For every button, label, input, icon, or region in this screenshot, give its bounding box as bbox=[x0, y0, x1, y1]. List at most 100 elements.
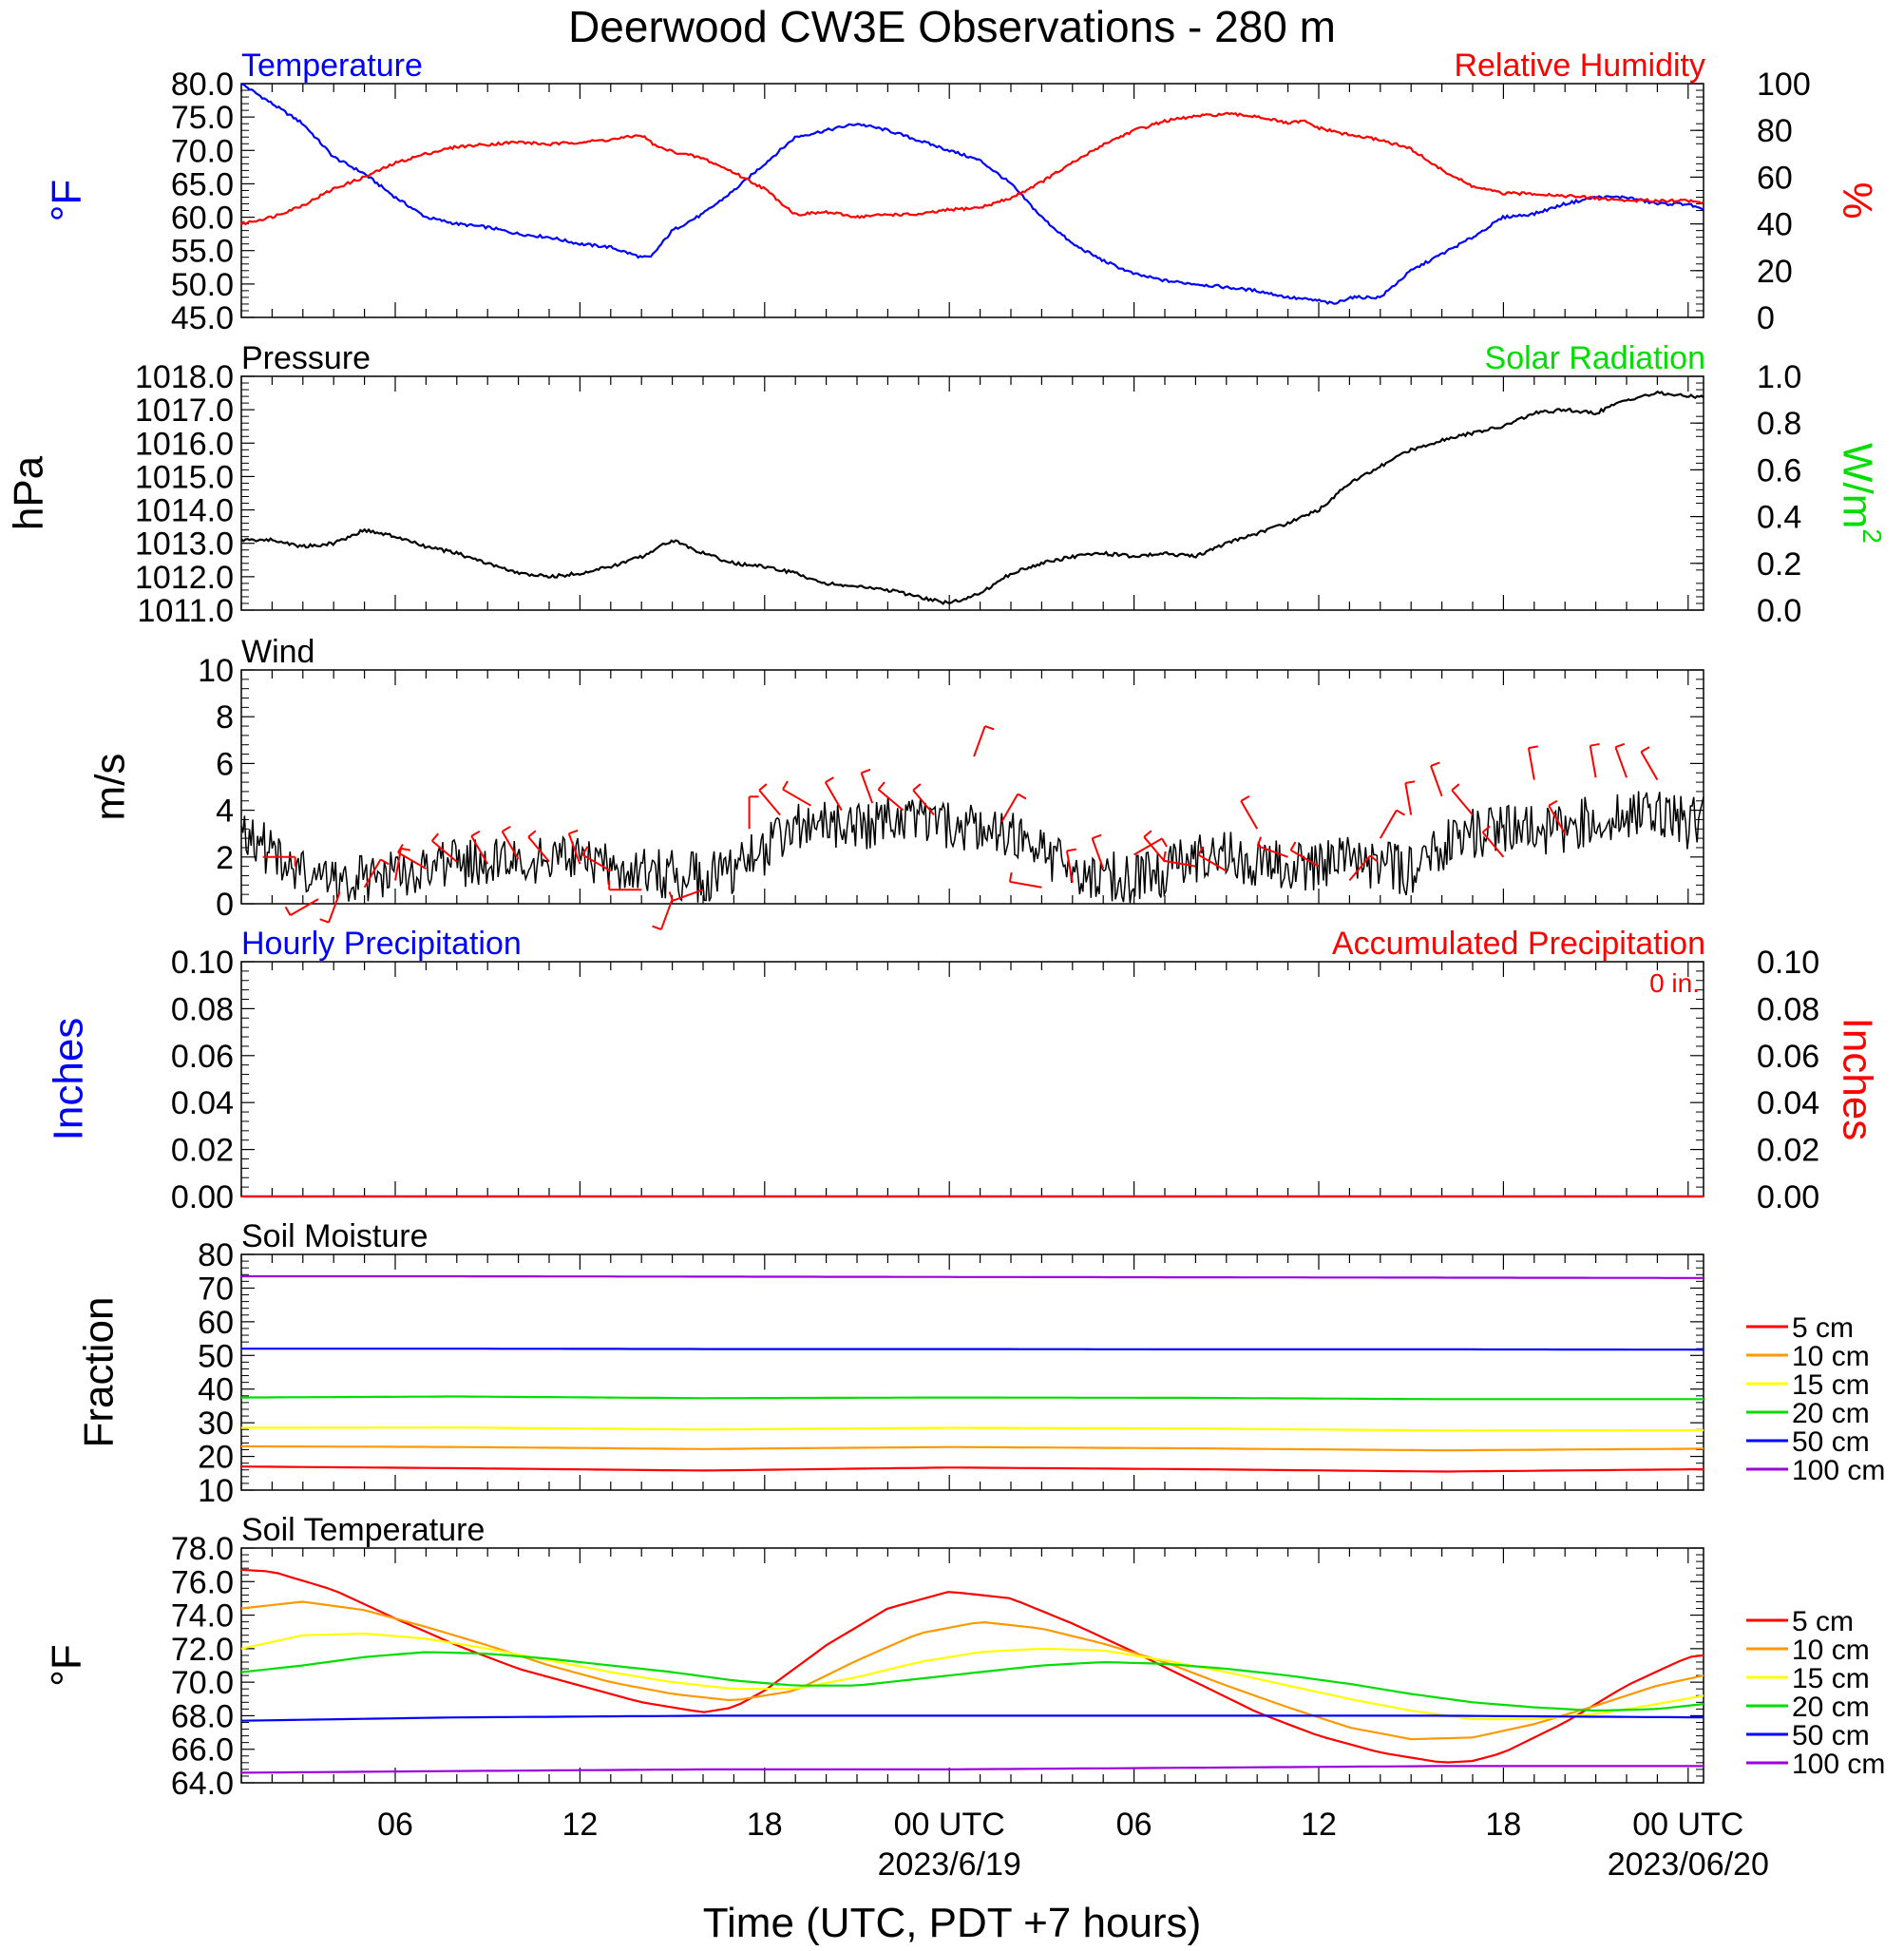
wind-barb-flag-33 bbox=[1289, 841, 1297, 851]
wind-barb-18 bbox=[824, 781, 843, 812]
soil_temp-legend-label-1: 10 cm bbox=[1792, 1635, 1870, 1666]
soil_moisture-series-2 bbox=[240, 1426, 1704, 1432]
wind-ytick-label: 0 bbox=[216, 887, 234, 923]
pressure-series-0 bbox=[240, 390, 1704, 605]
wind-barb-11 bbox=[581, 853, 612, 872]
wind-barb-flag-4 bbox=[400, 847, 410, 851]
wind-barb-2 bbox=[328, 891, 341, 923]
temp_rh-label-left: Temperature bbox=[241, 48, 423, 84]
wind-barb-flag-44 bbox=[1640, 746, 1650, 754]
precip-ytick-label: 0.00 bbox=[171, 1179, 234, 1215]
wind-barb-flag-3 bbox=[380, 858, 390, 866]
precip-ytick-right-label: 0.10 bbox=[1757, 945, 1819, 981]
precip-ytick-label: 0.02 bbox=[171, 1133, 234, 1169]
pressure-label-left: Pressure bbox=[241, 340, 371, 376]
wind-barb-flag-27 bbox=[1161, 837, 1168, 848]
soil_moisture-legend-label-3: 20 cm bbox=[1792, 1398, 1870, 1429]
wind-barb-16 bbox=[758, 789, 781, 816]
x-tick-label: 06 bbox=[377, 1807, 413, 1843]
x-tick-label: 00 UTC bbox=[1632, 1807, 1743, 1843]
wind-barb-flag-34 bbox=[1369, 854, 1379, 863]
pressure-ytick-right-label: 0.8 bbox=[1757, 406, 1801, 442]
wind-barb-5 bbox=[397, 851, 427, 870]
temp_rh-ytick-right-label: 40 bbox=[1757, 207, 1793, 243]
pressure-ylabel: hPa bbox=[6, 455, 52, 530]
soil_temp-legend-label-4: 50 cm bbox=[1792, 1720, 1870, 1751]
precip-annotation: 0 in. bbox=[1649, 968, 1700, 998]
temp_rh-ytick-label: 60.0 bbox=[171, 201, 234, 237]
wind-barb-31 bbox=[1240, 800, 1259, 830]
wind-barb-flag-16 bbox=[758, 783, 768, 792]
wind-barb-flag-30 bbox=[1197, 846, 1205, 856]
x-tick-date: 2023/6/19 bbox=[878, 1846, 1021, 1883]
wind-barb-22 bbox=[973, 725, 986, 757]
precip-ytick-right-label: 0.02 bbox=[1757, 1133, 1819, 1169]
soil_temp-series-4 bbox=[240, 1714, 1704, 1722]
soil_temp-frame bbox=[240, 1547, 1704, 1784]
wind-barb-flag-25 bbox=[1066, 848, 1076, 852]
wind-barb-flag-39 bbox=[1481, 825, 1491, 833]
soil_temp-ytick-label: 66.0 bbox=[171, 1732, 234, 1769]
wind-barb-35 bbox=[1379, 810, 1398, 839]
wind-barb-27 bbox=[1133, 837, 1163, 856]
soil_temp-ytick-label: 72.0 bbox=[171, 1632, 234, 1668]
pressure-ytick-right-label: 0.0 bbox=[1757, 593, 1801, 629]
wind-ytick-label: 6 bbox=[216, 746, 234, 782]
wind-barb-flag-21 bbox=[912, 783, 922, 792]
soil_moisture-legend-label-1: 10 cm bbox=[1792, 1341, 1870, 1372]
wind-ytick-label: 8 bbox=[216, 699, 234, 736]
soil_moisture-label-left: Soil Moisture bbox=[241, 1218, 428, 1254]
wind-barb-flag-20 bbox=[877, 781, 885, 791]
wind-barb-flag-37 bbox=[1430, 761, 1440, 767]
soil_moisture-ytick-label: 20 bbox=[198, 1440, 234, 1476]
precip-ytick-right-label: 0.04 bbox=[1757, 1085, 1819, 1121]
wind-barb-flag-17 bbox=[782, 780, 789, 791]
wind-barb-10 bbox=[567, 832, 581, 865]
soil_moisture-ytick-label: 50 bbox=[198, 1338, 234, 1374]
pressure-ytick-right-label: 0.6 bbox=[1757, 452, 1801, 488]
temp_rh-series-0 bbox=[240, 83, 1704, 305]
soil_temp-ytick-label: 64.0 bbox=[171, 1766, 234, 1802]
wind-barb-flag-5 bbox=[397, 843, 404, 853]
wind-barb-43 bbox=[1614, 746, 1628, 778]
temp_rh-ytick-label: 50.0 bbox=[171, 267, 234, 303]
temp_rh-ytick-right-label: 20 bbox=[1757, 254, 1793, 290]
wind-barb-flag-36 bbox=[1405, 780, 1416, 785]
precip-frame bbox=[240, 961, 1704, 1197]
soil_temp-ytick-label: 74.0 bbox=[171, 1598, 234, 1635]
temp_rh-ytick-right-label: 100 bbox=[1757, 67, 1811, 103]
temp_rh-ytick-right-label: 80 bbox=[1757, 113, 1793, 149]
precip-label-left: Hourly Precipitation bbox=[241, 926, 522, 962]
x-tick-label: 06 bbox=[1116, 1807, 1152, 1843]
pressure-ytick-label: 1013.0 bbox=[135, 526, 234, 563]
temp_rh-ytick-label: 55.0 bbox=[171, 234, 234, 270]
precip-ytick-right-label: 0.00 bbox=[1757, 1179, 1819, 1215]
wind-barb-flag-38 bbox=[1451, 783, 1460, 792]
soil_temp-ylabel: °F bbox=[44, 1644, 90, 1686]
wind-barb-14 bbox=[672, 889, 704, 902]
pressure-ytick-right-label: 1.0 bbox=[1757, 359, 1801, 395]
pressure-ytick-label: 1015.0 bbox=[135, 459, 234, 495]
soil_moisture-series-5 bbox=[241, 1274, 1704, 1279]
wind-ytick-label: 2 bbox=[216, 840, 234, 876]
wind-barb-21 bbox=[912, 789, 935, 816]
soil_temp-legend-label-0: 5 cm bbox=[1792, 1606, 1854, 1637]
wind-barb-24 bbox=[1009, 880, 1042, 889]
wind-ylabel: m/s bbox=[87, 754, 134, 821]
panel-precip: 0.00 0.02 0.04 0.06 0.08 0.10 0.00 0.02 0.04 0.06… bbox=[46, 926, 1881, 1215]
wind-barb-flag-7 bbox=[470, 830, 481, 837]
temp_rh-ytick-label: 70.0 bbox=[171, 133, 234, 169]
panel-temp_rh: 45.050.055.060.065.070.075.080.0 0 20 40 60 8… bbox=[44, 48, 1881, 336]
wind-barb-26 bbox=[1091, 837, 1105, 870]
wind-barb-flag-35 bbox=[1396, 809, 1405, 816]
wind-barb-7 bbox=[470, 835, 489, 865]
soil_temp-ytick-label: 70.0 bbox=[171, 1665, 234, 1701]
wind-barb-flag-13 bbox=[652, 925, 662, 930]
wind-barb-flag-31 bbox=[1240, 794, 1250, 802]
temp_rh-ylabel: °F bbox=[44, 180, 90, 221]
wind-barb-flag-42 bbox=[1590, 742, 1600, 747]
pressure-ytick-label: 1011.0 bbox=[138, 593, 234, 629]
soil_temp-series-2 bbox=[240, 1632, 1704, 1721]
temp_rh-frame bbox=[240, 83, 1704, 318]
